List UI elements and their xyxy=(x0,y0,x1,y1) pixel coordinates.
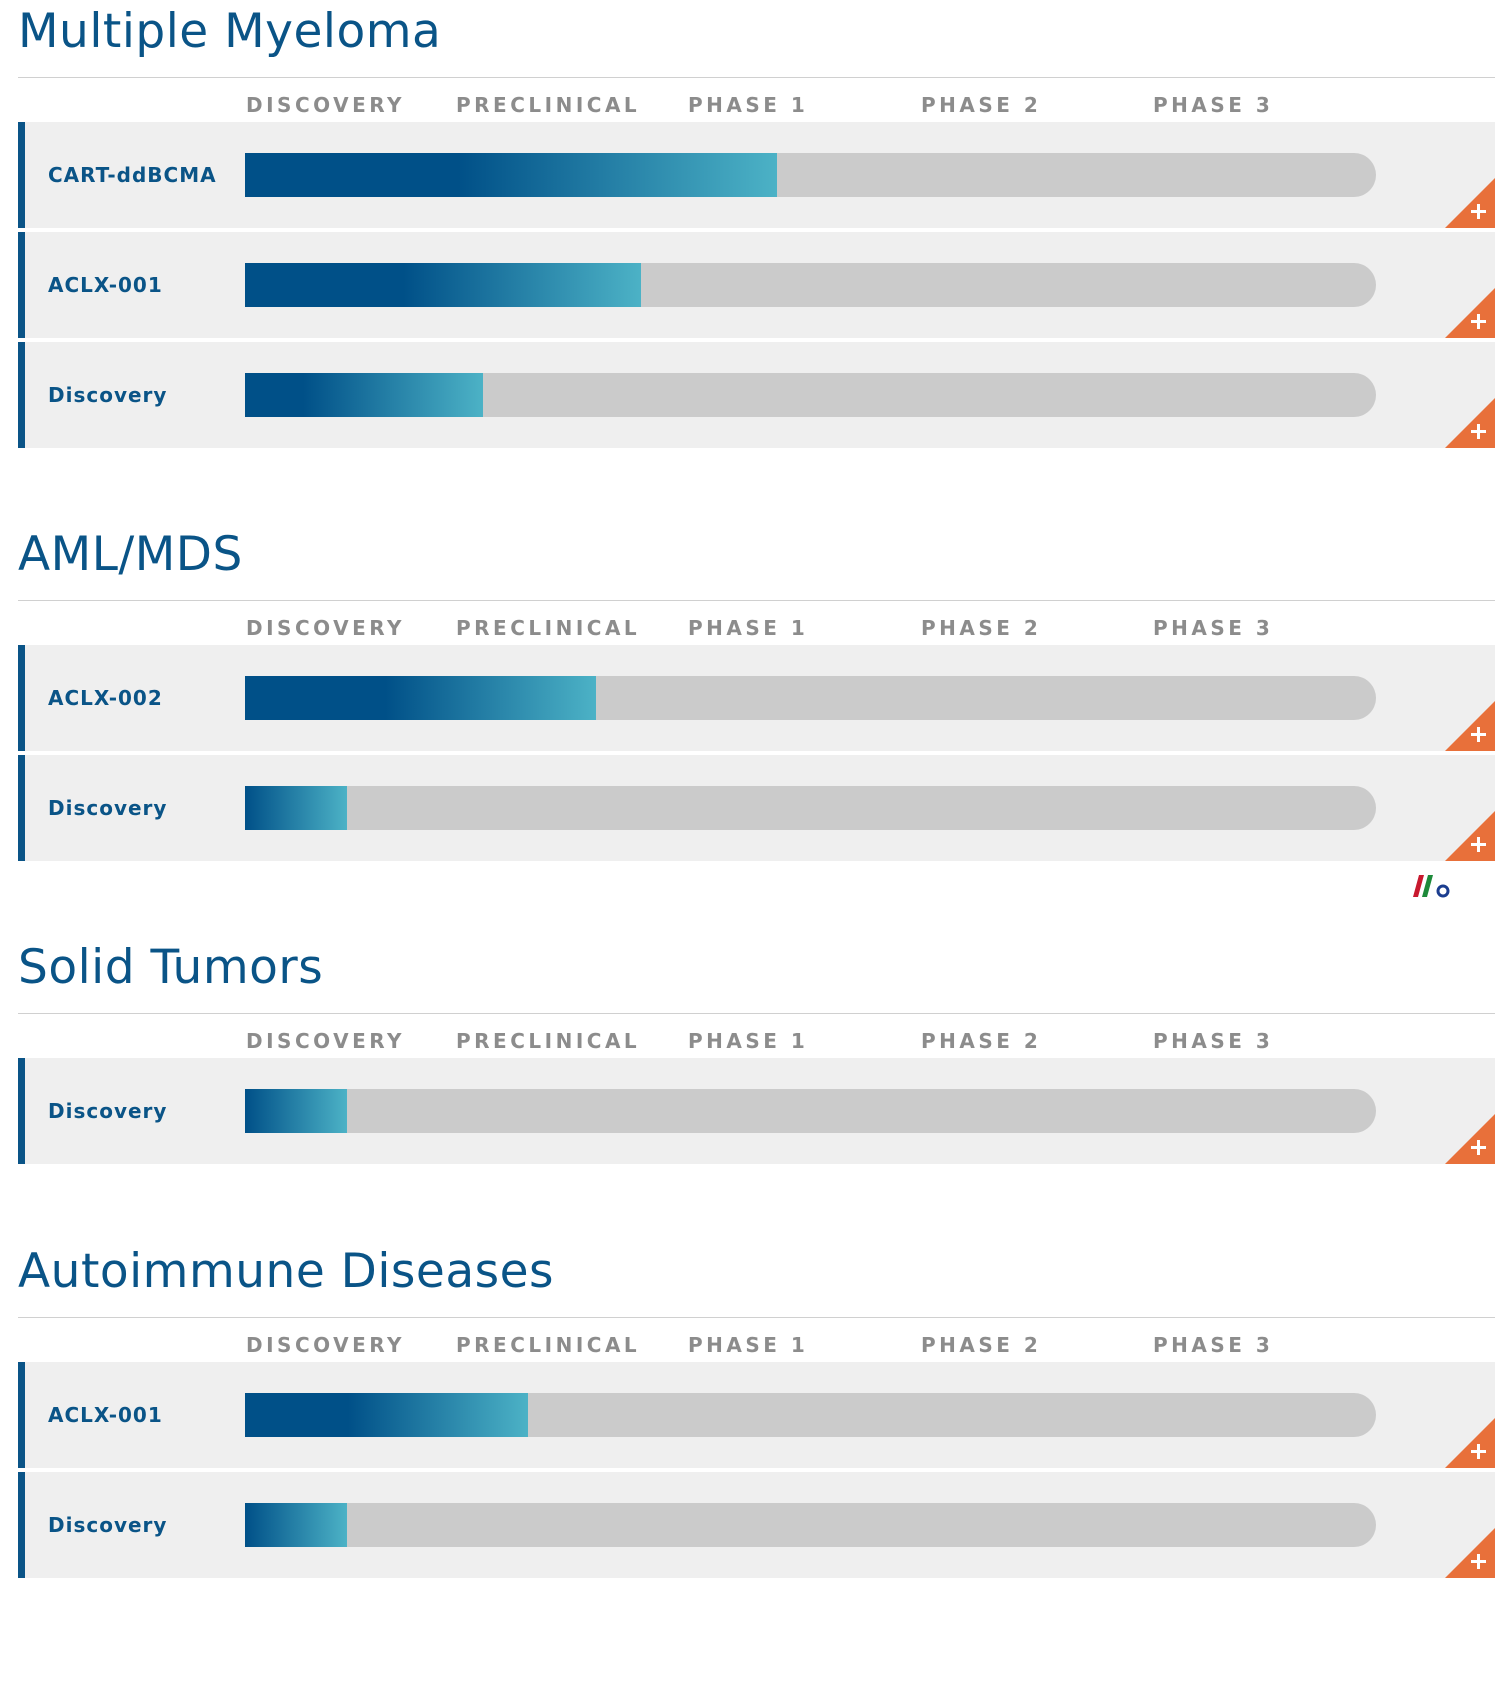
section-title: Solid Tumors xyxy=(18,940,324,995)
section-divider xyxy=(18,1013,1495,1014)
program-row: ACLX-001 xyxy=(18,1362,1495,1468)
program-name: Discovery xyxy=(48,383,168,407)
phase-header: PHASE 3 xyxy=(1153,1333,1274,1357)
program-name: Discovery xyxy=(48,1513,168,1537)
program-name: Discovery xyxy=(48,796,168,820)
progress-track xyxy=(245,263,1376,307)
program-name: ACLX-001 xyxy=(48,1403,163,1427)
progress-bar xyxy=(245,676,596,720)
phase-header: PHASE 1 xyxy=(688,1029,809,1053)
phase-header: PHASE 3 xyxy=(1153,93,1274,117)
plus-icon xyxy=(1445,701,1495,751)
phase-header: DISCOVERY xyxy=(246,616,406,640)
indication-section: Solid Tumors DISCOVERY PRECLINICAL PHASE 1 P… xyxy=(18,936,1495,1396)
progress-bar xyxy=(245,1089,347,1133)
watermark-logo-icon xyxy=(1413,875,1450,898)
phase-header: PHASE 1 xyxy=(688,93,809,117)
program-row: ACLX-001 xyxy=(18,232,1495,338)
expand-button[interactable] xyxy=(1445,1418,1495,1468)
plus-icon xyxy=(1445,1418,1495,1468)
progress-track xyxy=(245,1503,1376,1547)
section-title: AML/MDS xyxy=(18,527,243,582)
phase-header: PHASE 1 xyxy=(688,616,809,640)
program-name: Discovery xyxy=(48,1099,168,1123)
plus-icon xyxy=(1445,1528,1495,1578)
section-divider xyxy=(18,600,1495,601)
program-row: Discovery xyxy=(18,755,1495,861)
progress-track xyxy=(245,153,1376,197)
phase-header: PHASE 2 xyxy=(921,1029,1042,1053)
phase-header: PRECLINICAL xyxy=(456,616,641,640)
indication-section: AML/MDS DISCOVERY PRECLINICAL PHASE 1 PHASE … xyxy=(18,523,1495,983)
expand-button[interactable] xyxy=(1445,1114,1495,1164)
indication-section: Autoimmune Diseases DISCOVERY PRECLINICAL P… xyxy=(18,1240,1495,1700)
progress-track xyxy=(245,1393,1376,1437)
phase-header: PHASE 2 xyxy=(921,616,1042,640)
indication-section: Multiple Myeloma DISCOVERY PRECLINICAL PHAS… xyxy=(18,0,1495,460)
program-name: ACLX-002 xyxy=(48,686,163,710)
phase-header: PRECLINICAL xyxy=(456,1333,641,1357)
phase-header: PRECLINICAL xyxy=(456,1029,641,1053)
expand-button[interactable] xyxy=(1445,1528,1495,1578)
section-divider xyxy=(18,77,1495,78)
phase-header: DISCOVERY xyxy=(246,1029,406,1053)
progress-bar xyxy=(245,263,641,307)
program-row: Discovery xyxy=(18,342,1495,448)
plus-icon xyxy=(1445,288,1495,338)
progress-bar xyxy=(245,1393,528,1437)
section-title: Multiple Myeloma xyxy=(18,4,442,59)
phase-header: DISCOVERY xyxy=(246,93,406,117)
progress-track xyxy=(245,676,1376,720)
program-row: ACLX-002 xyxy=(18,645,1495,751)
program-row: Discovery xyxy=(18,1472,1495,1578)
program-row: Discovery xyxy=(18,1058,1495,1164)
progress-bar xyxy=(245,153,777,197)
expand-button[interactable] xyxy=(1445,178,1495,228)
progress-track xyxy=(245,373,1376,417)
phase-header: PRECLINICAL xyxy=(456,93,641,117)
expand-button[interactable] xyxy=(1445,701,1495,751)
program-name: ACLX-001 xyxy=(48,273,163,297)
program-name: CART-ddBCMA xyxy=(48,163,217,187)
progress-bar xyxy=(245,373,483,417)
phase-header: PHASE 1 xyxy=(688,1333,809,1357)
expand-button[interactable] xyxy=(1445,288,1495,338)
plus-icon xyxy=(1445,811,1495,861)
program-row: CART-ddBCMA xyxy=(18,122,1495,228)
progress-bar xyxy=(245,786,347,830)
plus-icon xyxy=(1445,178,1495,228)
expand-button[interactable] xyxy=(1445,811,1495,861)
section-divider xyxy=(18,1317,1495,1318)
phase-header: PHASE 3 xyxy=(1153,616,1274,640)
plus-icon xyxy=(1445,398,1495,448)
progress-track xyxy=(245,1089,1376,1133)
progress-bar xyxy=(245,1503,347,1547)
section-title: Autoimmune Diseases xyxy=(18,1244,555,1299)
phase-header: PHASE 3 xyxy=(1153,1029,1274,1053)
plus-icon xyxy=(1445,1114,1495,1164)
phase-header: PHASE 2 xyxy=(921,1333,1042,1357)
phase-header: DISCOVERY xyxy=(246,1333,406,1357)
phase-header: PHASE 2 xyxy=(921,93,1042,117)
expand-button[interactable] xyxy=(1445,398,1495,448)
progress-track xyxy=(245,786,1376,830)
